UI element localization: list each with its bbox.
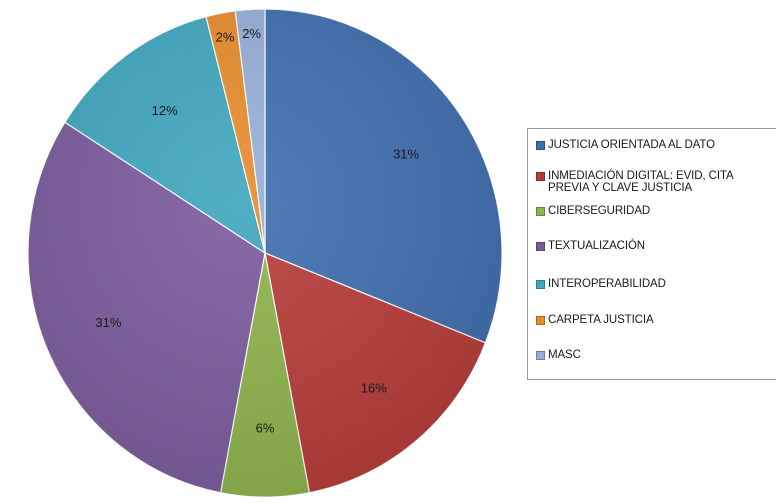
pie-data-label: 31%: [95, 315, 121, 330]
legend-item: INTEROPERABILIDAD: [536, 278, 666, 290]
pie-data-label: 2%: [216, 29, 235, 44]
pie-data-label: 6%: [256, 421, 275, 436]
legend-swatch: [536, 207, 545, 216]
legend-label: INMEDIACIÓN DIGITAL: EVID, CITA PREVIA Y…: [548, 170, 734, 194]
legend-swatch: [536, 351, 545, 360]
legend-label: INTEROPERABILIDAD: [548, 278, 666, 290]
legend-label: CIBERSEGURIDAD: [548, 205, 651, 217]
legend-label: JUSTICIA ORIENTADA AL DATO: [548, 139, 715, 151]
legend-label: CARPETA JUSTICIA: [548, 314, 654, 326]
legend-swatch: [536, 316, 545, 325]
legend-item: JUSTICIA ORIENTADA AL DATO: [536, 139, 715, 151]
pie-data-label: 12%: [152, 103, 178, 118]
legend-swatch: [536, 172, 545, 181]
pie-data-label: 31%: [393, 146, 419, 161]
legend-item: CIBERSEGURIDAD: [536, 205, 650, 217]
legend-item: CARPETA JUSTICIA: [536, 314, 654, 326]
legend-item: INMEDIACIÓN DIGITAL: EVID, CITA PREVIA Y…: [536, 170, 734, 194]
pie-data-label: 16%: [361, 380, 387, 395]
pie-data-label: 2%: [242, 26, 261, 41]
chart-legend: JUSTICIA ORIENTADA AL DATO INMEDIACIÓN D…: [527, 128, 776, 380]
legend-item: MASC: [536, 349, 581, 361]
legend-swatch: [536, 141, 545, 150]
legend-label: TEXTUALIZACIÓN: [548, 240, 646, 252]
legend-label: MASC: [548, 349, 581, 361]
legend-swatch: [536, 242, 545, 251]
legend-swatch: [536, 280, 545, 289]
legend-item: TEXTUALIZACIÓN: [536, 240, 645, 252]
